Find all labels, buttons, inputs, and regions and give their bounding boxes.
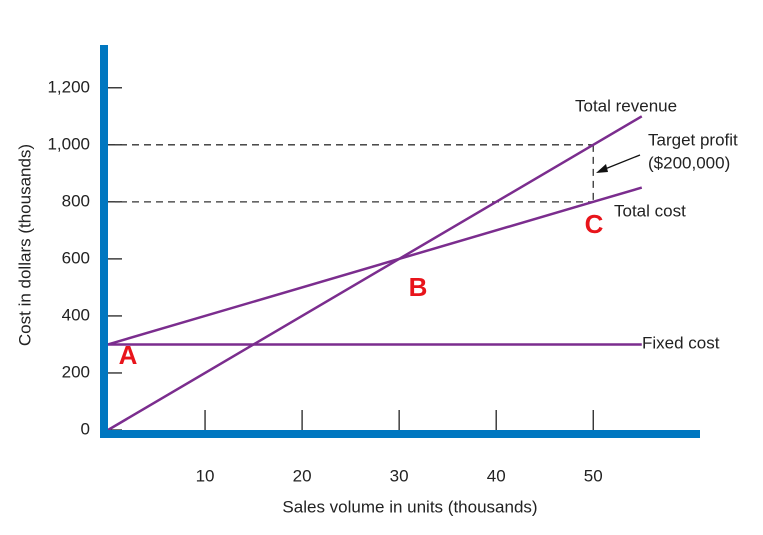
arrow-head [596, 164, 608, 173]
y-axis-label: Cost in dollars (thousands) [15, 144, 34, 346]
y-tick-label: 200 [62, 362, 90, 381]
y-tick-label: 1,000 [47, 134, 90, 153]
y-tick-label: 1,200 [47, 77, 90, 96]
series-line [107, 186, 643, 346]
annotation: ($200,000) [648, 153, 730, 172]
x-axis [100, 430, 700, 438]
point-label: A [119, 340, 138, 370]
series-label: Total cost [614, 201, 686, 220]
point-label: B [409, 272, 428, 302]
y-tick-label: 400 [62, 305, 90, 324]
series-line [107, 115, 643, 432]
annotation: Target profit [648, 130, 738, 149]
series-label: Total revenue [575, 96, 677, 115]
x-axis-label: Sales volume in units (thousands) [282, 497, 537, 516]
x-tick-label: 10 [196, 466, 215, 485]
x-tick-label: 30 [390, 466, 409, 485]
y-tick-label: 0 [81, 419, 90, 438]
x-tick-label: 40 [487, 466, 506, 485]
point-label: C [585, 209, 604, 239]
y-tick-label: 600 [62, 248, 90, 267]
x-tick-label: 20 [293, 466, 312, 485]
series-label: Fixed cost [642, 333, 720, 352]
y-axis [100, 45, 108, 438]
y-tick-label: 800 [62, 191, 90, 210]
x-tick-label: 50 [584, 466, 603, 485]
